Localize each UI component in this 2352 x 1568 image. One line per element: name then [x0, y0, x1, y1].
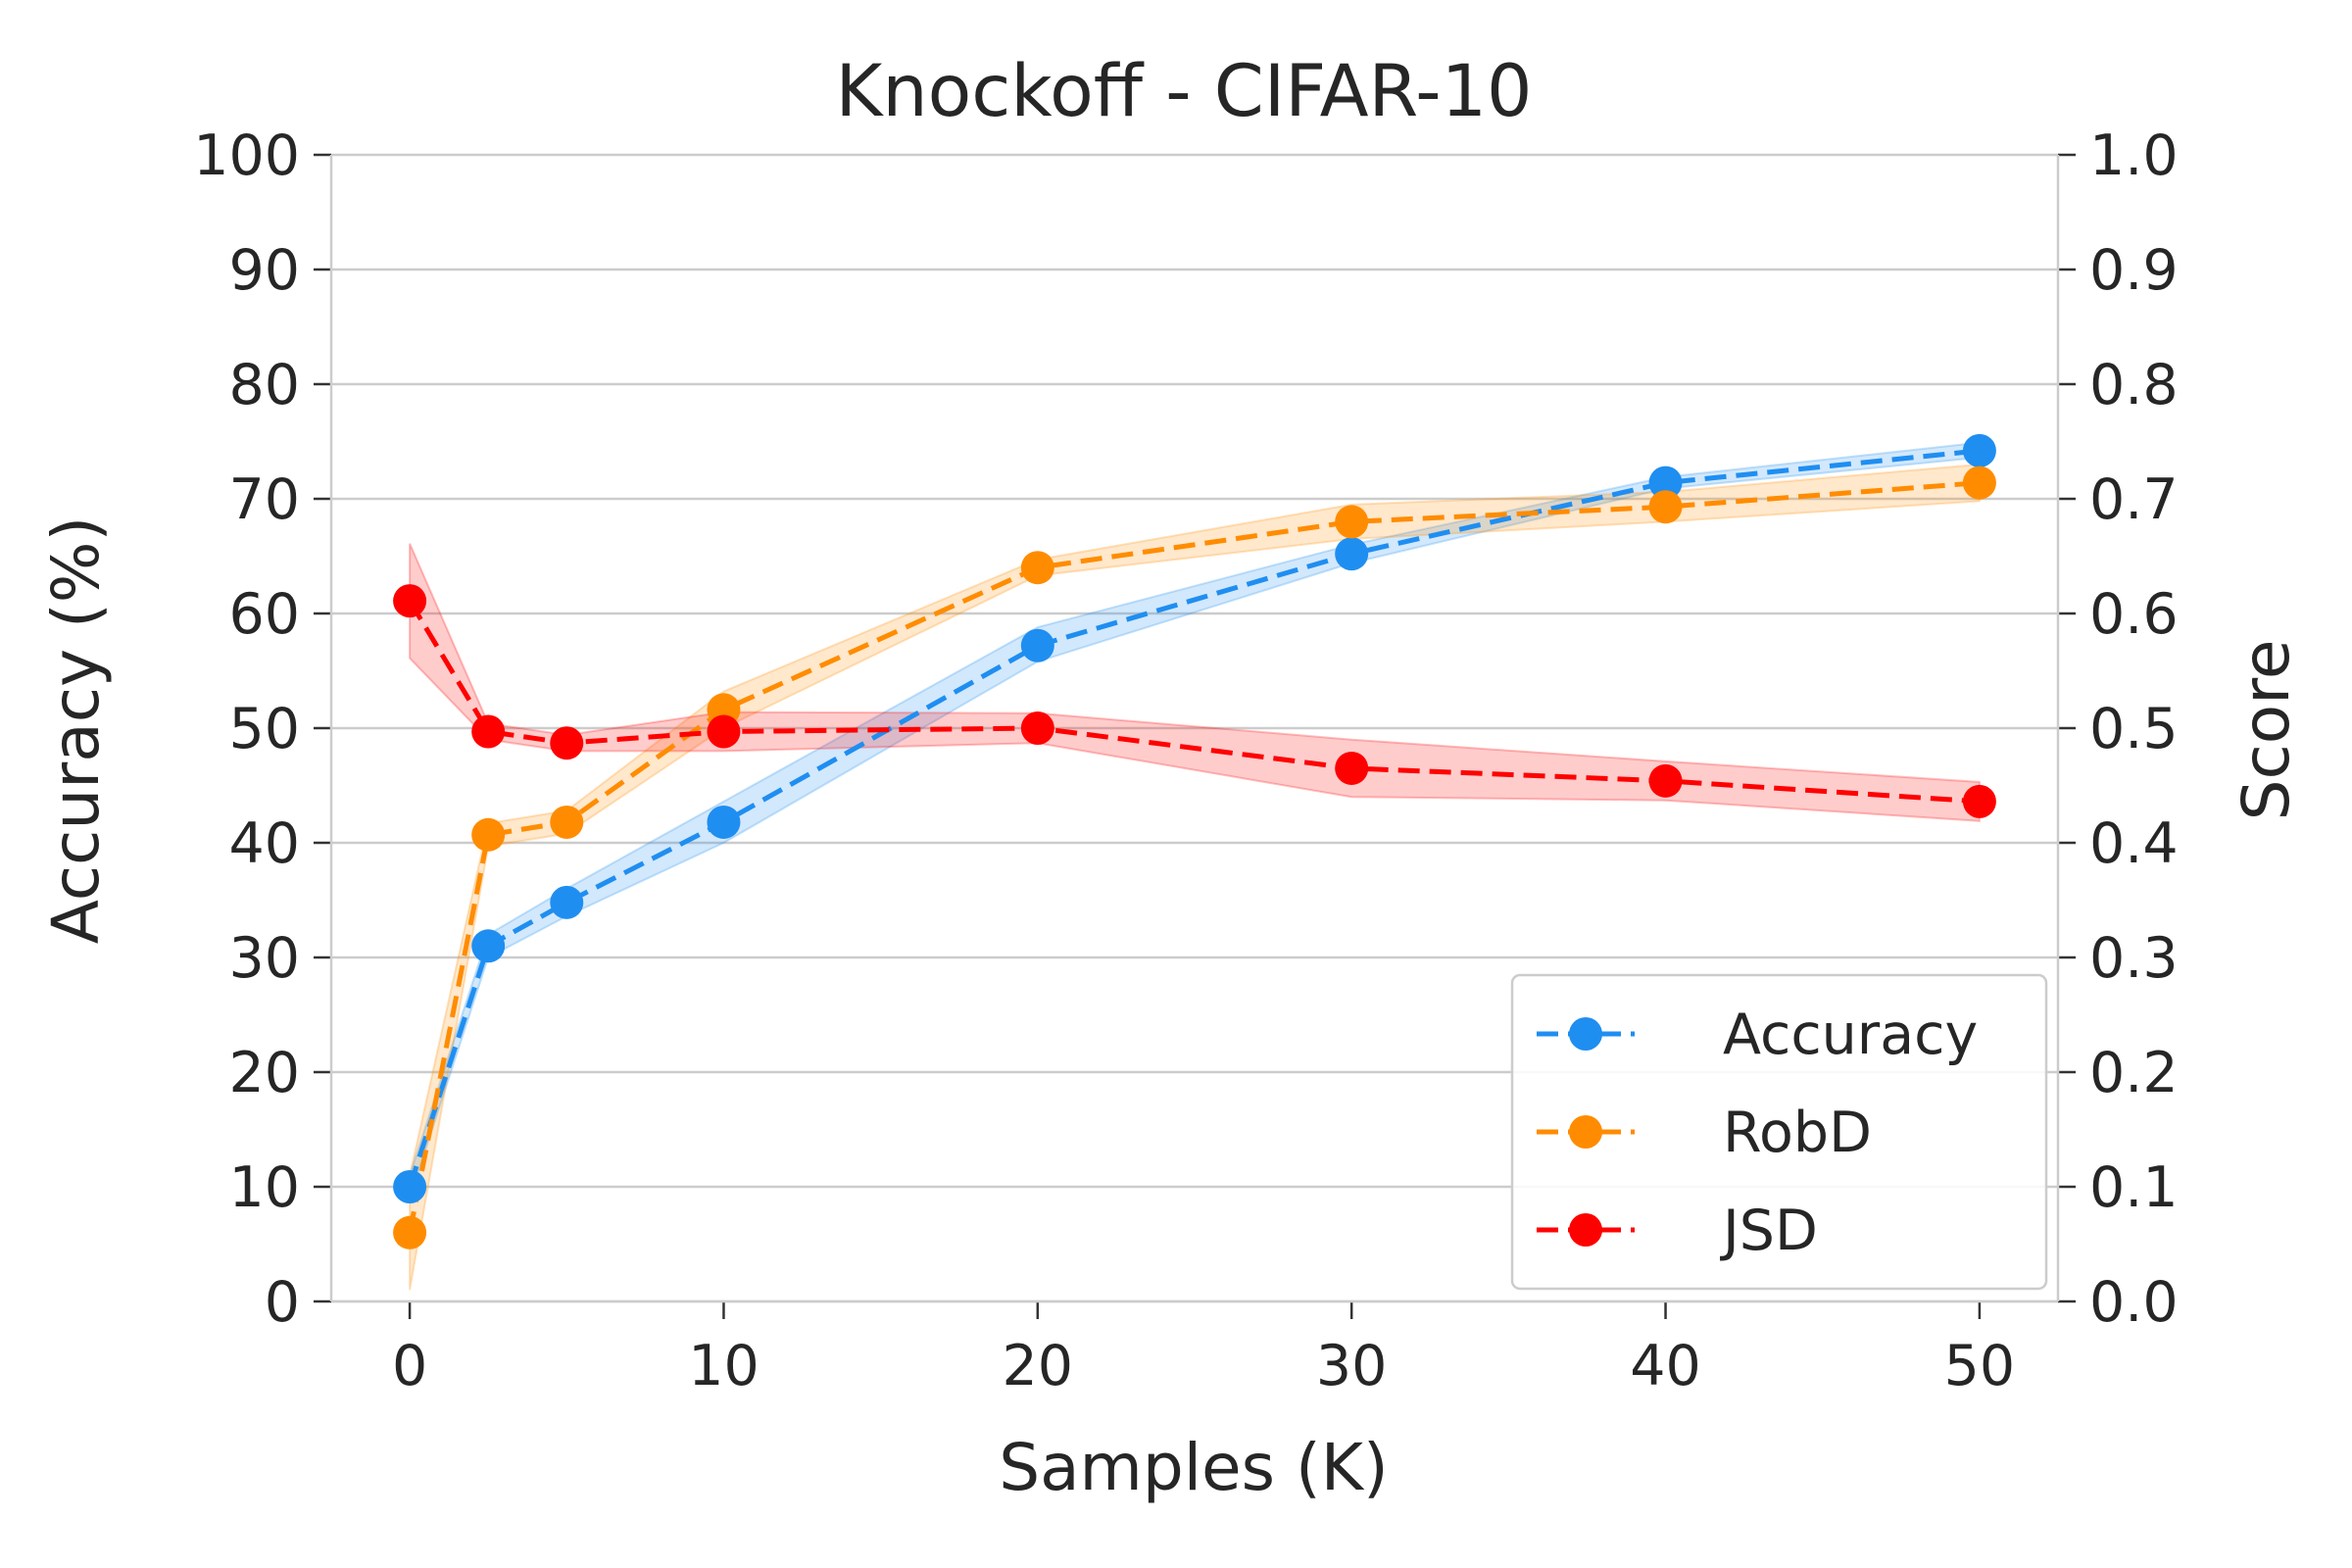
legend: Accuracy RobD JSD: [1510, 973, 2048, 1291]
y-tick-label: 40: [228, 811, 300, 876]
legend-label-jsd: JSD: [1720, 1199, 1818, 1263]
legend-marker-accuracy: [1569, 1017, 1602, 1051]
tick-labels: 01020304050607080901000.00.10.20.30.40.5…: [193, 123, 2178, 1398]
legend-marker-jsd: [1569, 1213, 1602, 1247]
legend-marker-robd: [1569, 1115, 1602, 1149]
y-tick-label: 50: [228, 697, 300, 761]
point-robd: [471, 817, 506, 852]
y2-tick-label: 0.5: [2089, 697, 2179, 761]
y2-tick-label: 0.3: [2089, 926, 2179, 991]
chart-title: Knockoff - CIFAR-10: [835, 50, 1532, 133]
y-tick-label: 20: [228, 1041, 300, 1105]
x-tick-label: 10: [688, 1334, 760, 1398]
series-points: [393, 433, 1996, 1250]
point-robd: [393, 1215, 427, 1250]
y-tick-label: 70: [228, 467, 300, 532]
y-tick-label: 100: [193, 123, 300, 188]
point-jsd: [471, 714, 506, 749]
x-tick-label: 0: [392, 1334, 427, 1398]
y2-tick-label: 1.0: [2089, 123, 2179, 188]
y2-tick-label: 0.2: [2089, 1041, 2179, 1105]
point-robd: [1335, 505, 1369, 539]
point-robd: [550, 805, 584, 839]
y2-tick-label: 0.8: [2089, 353, 2179, 417]
point-jsd: [393, 584, 427, 618]
axes: [314, 153, 2076, 1319]
y2-tick-label: 0.6: [2089, 582, 2179, 647]
point-robd: [1648, 490, 1683, 524]
point-accuracy: [550, 885, 584, 919]
y2-tick-label: 0.9: [2089, 238, 2179, 303]
point-jsd: [1962, 784, 1996, 818]
point-accuracy: [1335, 537, 1369, 571]
x-tick-label: 30: [1316, 1334, 1388, 1398]
point-jsd: [1020, 711, 1054, 745]
x-tick-label: 40: [1630, 1334, 1701, 1398]
legend-label-accuracy: Accuracy: [1723, 1003, 1978, 1067]
y-tick-label: 90: [228, 238, 300, 303]
point-jsd: [707, 714, 741, 749]
point-jsd: [1335, 751, 1369, 785]
band-robd: [409, 463, 1981, 1291]
y-tick-label: 60: [228, 582, 300, 647]
y-tick-label: 10: [228, 1155, 300, 1220]
y-tick-label: 30: [228, 926, 300, 991]
point-jsd: [1648, 763, 1683, 798]
legend-label-robd: RobD: [1723, 1101, 1872, 1165]
y2-tick-label: 0.1: [2089, 1155, 2179, 1220]
y-axis-label: Accuracy (%): [38, 516, 114, 945]
point-robd: [1020, 551, 1054, 585]
y2-axis-label: Score: [2229, 640, 2304, 821]
point-accuracy: [1962, 433, 1996, 467]
y2-tick-label: 0.7: [2089, 467, 2179, 532]
legend-box: [1510, 973, 2048, 1291]
y2-tick-label: 0.4: [2089, 811, 2179, 876]
point-accuracy: [707, 805, 741, 839]
point-accuracy: [1648, 466, 1683, 500]
grid: [331, 153, 2058, 1303]
y2-tick-label: 0.0: [2089, 1270, 2179, 1335]
x-tick-label: 20: [1003, 1334, 1074, 1398]
x-tick-label: 50: [1944, 1334, 2016, 1398]
point-accuracy: [471, 929, 506, 963]
y-tick-label: 80: [228, 353, 300, 417]
point-accuracy: [1020, 628, 1054, 662]
point-jsd: [550, 726, 584, 760]
x-axis-label: Samples (K): [999, 1430, 1389, 1505]
y-tick-label: 0: [265, 1270, 300, 1335]
point-accuracy: [393, 1170, 427, 1203]
point-robd: [1962, 466, 1996, 500]
